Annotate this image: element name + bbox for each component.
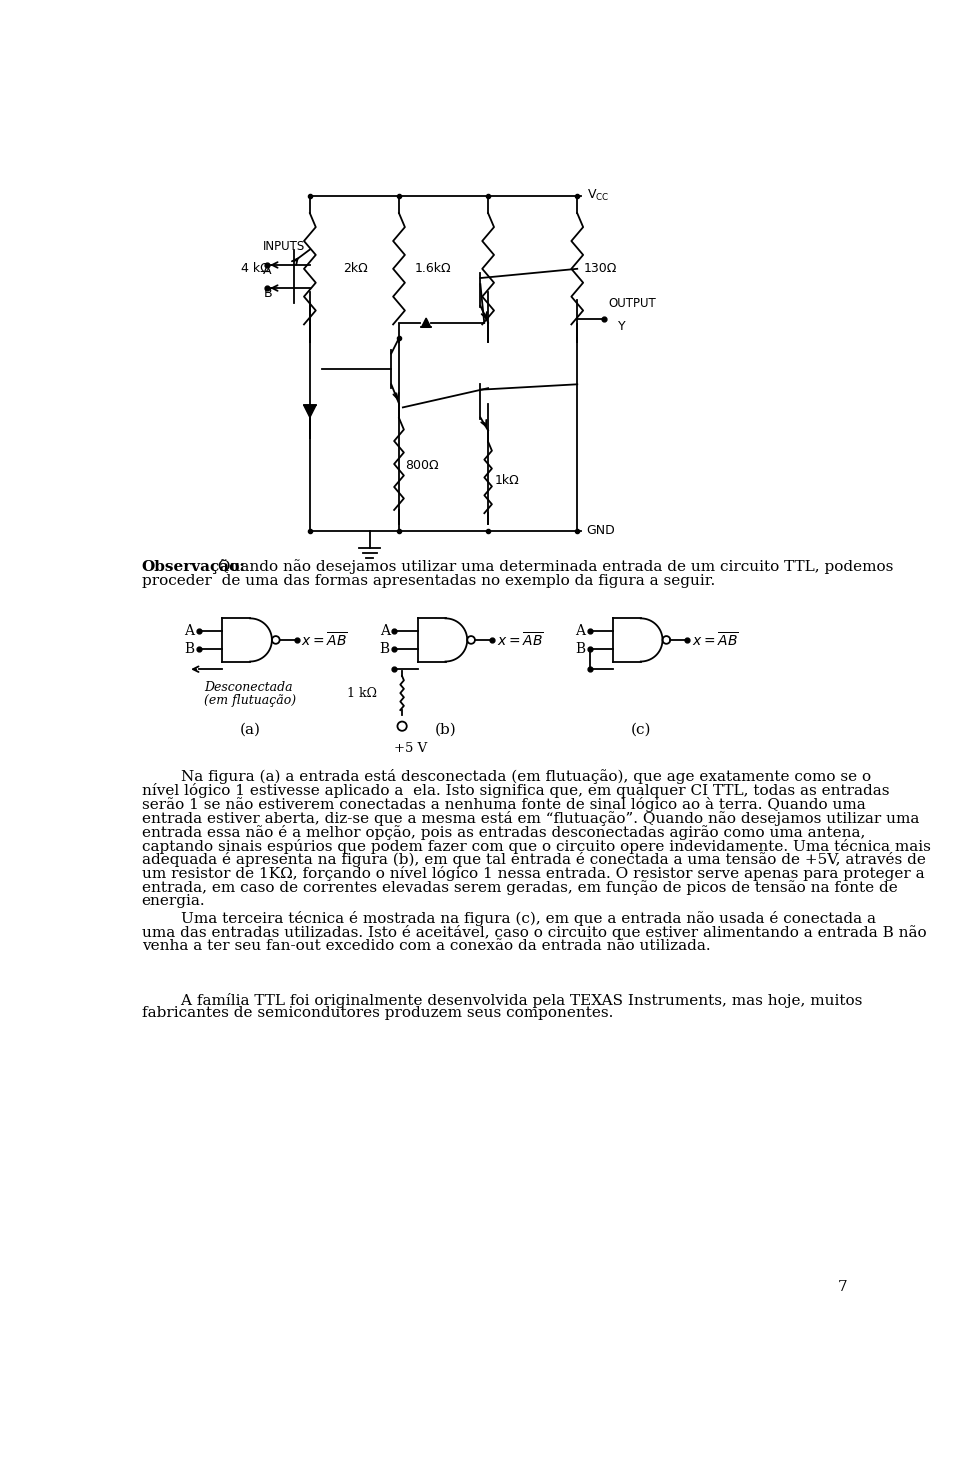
Text: energia.: energia. [142,894,205,908]
Text: Observação:: Observação: [142,559,246,573]
Text: A: A [380,623,390,638]
Polygon shape [303,406,316,417]
Text: nível lógico 1 estivesse aplicado a  ela. Isto significa que, em qualquer CI TTL: nível lógico 1 estivesse aplicado a ela.… [142,784,889,798]
Text: entrada estiver aberta, diz-se que a mesma está em “flutuação”. Quando não desej: entrada estiver aberta, diz-se que a mes… [142,811,919,826]
Text: 1kΩ: 1kΩ [494,473,519,487]
Text: um resistor de 1KΩ, forçando o nível lógico 1 nessa entrada. O resistor serve ap: um resistor de 1KΩ, forçando o nível lóg… [142,866,924,882]
Text: 1.6kΩ: 1.6kΩ [415,262,451,275]
Text: $x = \overline{AB}$: $x = \overline{AB}$ [301,631,348,650]
Text: Quando não desejamos utilizar uma determinada entrada de um circuito TTL, podemo: Quando não desejamos utilizar uma determ… [213,559,894,573]
Text: 130Ω: 130Ω [584,262,617,275]
Text: (em flutuação): (em flutuação) [204,694,296,707]
Text: V$_{\rm CC}$: V$_{\rm CC}$ [587,188,609,203]
Text: 2kΩ: 2kΩ [344,262,368,275]
Text: GND: GND [587,525,615,537]
Text: 7: 7 [837,1280,847,1295]
Text: B: B [263,287,272,300]
Text: captando sinais espúrios que podem fazer com que o circuito opere indevidamente.: captando sinais espúrios que podem fazer… [142,838,930,854]
Text: (a): (a) [240,723,261,736]
Text: (c): (c) [631,723,651,736]
Polygon shape [421,318,431,328]
Text: A: A [263,265,272,278]
Text: OUTPUT: OUTPUT [609,297,656,310]
Text: A: A [575,623,585,638]
Text: venha a ter seu fan-out excedido com a conexão da entrada não utilizada.: venha a ter seu fan-out excedido com a c… [142,939,710,953]
Text: A: A [184,623,194,638]
Text: uma das entradas utilizadas. Isto é aceitável, caso o circuito que estiver alime: uma das entradas utilizadas. Isto é acei… [142,925,926,939]
Text: (b): (b) [435,723,456,736]
Text: fabricantes de semicondutores produzem seus componentes.: fabricantes de semicondutores produzem s… [142,1007,613,1020]
Text: adequada é apresenta na figura (b), em que tal entrada é conectada a uma tensão : adequada é apresenta na figura (b), em q… [142,853,925,867]
Text: Na figura (a) a entrada está desconectada (em flutuação), que age exatamente com: Na figura (a) a entrada está desconectad… [142,769,871,785]
Text: 1 kΩ: 1 kΩ [348,686,377,700]
Text: serão 1 se não estiverem conectadas a nenhuma fonte de sinal lógico ao à terra. : serão 1 se não estiverem conectadas a ne… [142,797,866,811]
Text: +5 V: +5 V [395,741,427,754]
Text: A família TTL foi originalmente desenvolvida pela TEXAS Instruments, mas hoje, m: A família TTL foi originalmente desenvol… [142,992,862,1007]
Text: $x = \overline{AB}$: $x = \overline{AB}$ [692,631,738,650]
Text: B: B [379,642,390,656]
Text: B: B [184,642,194,656]
Text: entrada essa não é a melhor opção, pois as entradas desconectadas agirão como um: entrada essa não é a melhor opção, pois … [142,825,865,839]
Text: Uma terceira técnica é mostrada na figura (c), em que a entrada não usada é cone: Uma terceira técnica é mostrada na figur… [142,911,876,926]
Text: Y: Y [617,320,625,334]
Text: 4 kΩ: 4 kΩ [241,262,270,275]
Text: 800Ω: 800Ω [405,459,439,472]
Text: Desconectada: Desconectada [204,681,293,694]
Text: B: B [575,642,585,656]
Text: $x = \overline{AB}$: $x = \overline{AB}$ [496,631,543,650]
Text: INPUTS: INPUTS [263,240,305,253]
Text: proceder  de uma das formas apresentadas no exemplo da figura a seguir.: proceder de uma das formas apresentadas … [142,573,715,588]
Text: entrada, em caso de correntes elevadas serem geradas, em função de picos de tens: entrada, em caso de correntes elevadas s… [142,881,898,895]
